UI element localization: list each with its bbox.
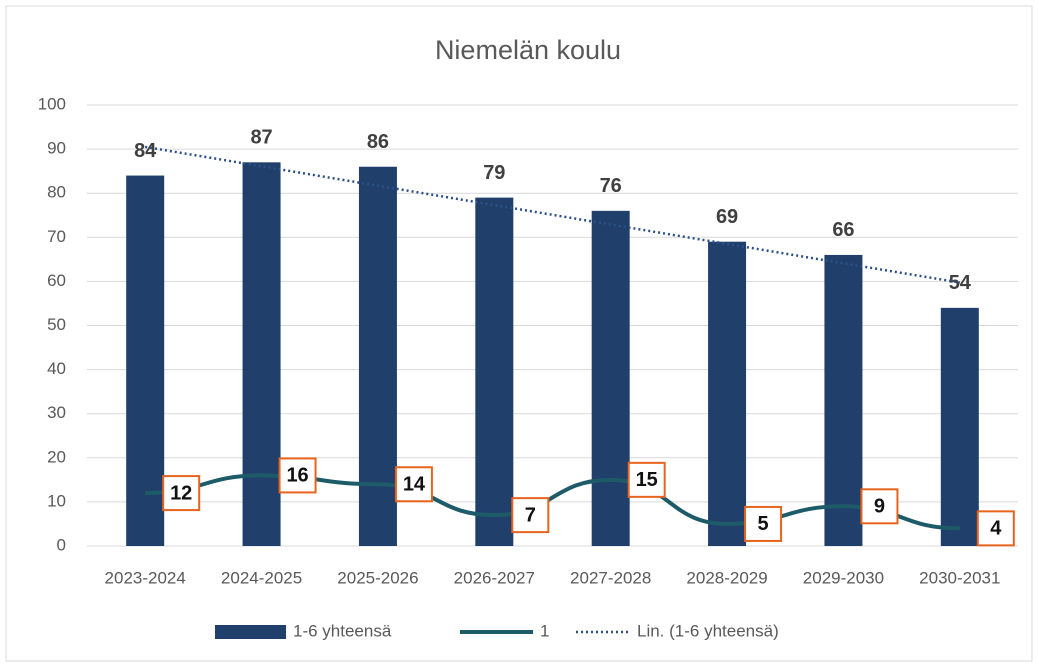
value-label-box <box>511 497 550 534</box>
value-label-box <box>278 457 317 494</box>
y-tick-label: 70 <box>47 227 66 246</box>
x-tick-label: 2026-2027 <box>454 568 535 587</box>
x-tick-label: 2023-2024 <box>105 568 186 587</box>
value-label-box <box>394 466 433 503</box>
x-tick-label: 2027-2028 <box>570 568 651 587</box>
chart-title: Niemelän koulu <box>435 35 621 65</box>
value-label-box <box>744 505 783 542</box>
y-tick-label: 80 <box>47 183 66 202</box>
y-tick-label: 20 <box>47 447 66 466</box>
legend-label: 1 <box>540 621 549 640</box>
y-tick-label: 50 <box>47 315 66 334</box>
bar <box>824 254 863 546</box>
value-label-box <box>627 461 666 498</box>
bar-value-label: 69 <box>716 206 738 228</box>
bar-value-label: 87 <box>250 127 272 149</box>
line-value-label: 5 <box>758 513 769 535</box>
line-value-label: 12 <box>170 482 192 504</box>
x-tick-label: 2030-2031 <box>919 568 1000 587</box>
bar-value-label: 54 <box>949 272 972 294</box>
value-label-box <box>860 488 899 525</box>
legend-swatch <box>215 625 286 639</box>
legend-label: Lin. (1-6 yhteensä) <box>637 621 779 640</box>
y-tick-label: 90 <box>47 139 66 158</box>
bar-value-label: 84 <box>134 140 157 162</box>
bar-value-label: 79 <box>483 162 505 184</box>
line-value-label: 4 <box>990 518 1002 540</box>
bar <box>940 307 979 546</box>
x-tick-label: 2028-2029 <box>686 568 767 587</box>
bar <box>591 210 630 546</box>
y-tick-label: 100 <box>38 94 66 113</box>
y-tick-label: 60 <box>47 271 66 290</box>
value-label-box <box>976 510 1015 547</box>
bar <box>475 197 514 547</box>
bar <box>242 162 281 546</box>
x-tick-label: 2025-2026 <box>337 568 418 587</box>
bar <box>126 175 165 546</box>
y-tick-label: 40 <box>47 359 66 378</box>
x-tick-label: 2024-2025 <box>221 568 302 587</box>
line-value-label: 9 <box>874 496 885 518</box>
y-tick-label: 0 <box>57 535 66 554</box>
bar <box>358 166 397 547</box>
line-value-label: 14 <box>403 474 426 496</box>
line-value-label: 7 <box>525 504 536 526</box>
bar-value-label: 86 <box>367 131 389 153</box>
line-value-label: 15 <box>636 469 658 491</box>
y-tick-label: 30 <box>47 403 66 422</box>
legend-label: 1-6 yhteensä <box>293 621 392 640</box>
value-label-box <box>162 475 201 512</box>
bar <box>708 241 747 546</box>
bar-value-label: 76 <box>600 175 622 197</box>
bar-value-label: 66 <box>832 219 854 241</box>
x-tick-label: 2029-2030 <box>803 568 884 587</box>
y-tick-label: 10 <box>47 491 66 510</box>
line-value-label: 16 <box>286 465 308 487</box>
